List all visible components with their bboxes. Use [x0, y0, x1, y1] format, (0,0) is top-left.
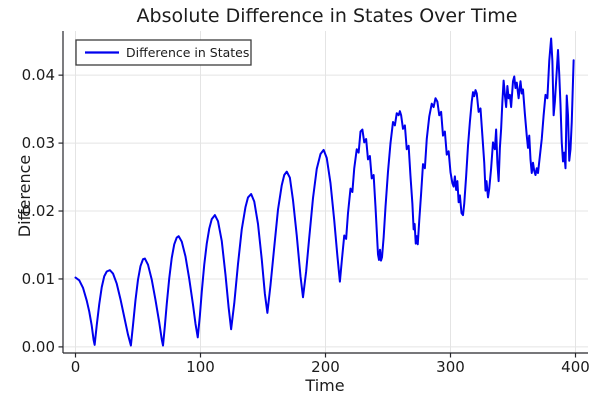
difference-line-series — [74, 37, 575, 347]
legend-entry-label: Difference in States — [126, 45, 249, 60]
gridlines — [63, 31, 588, 353]
x-tick-label: 300 — [436, 358, 465, 376]
y-axis-label: Difference — [15, 155, 34, 237]
axes: 0 100 200 300 400 0.00 0.01 0.02 0.03 0.04 — [22, 31, 590, 376]
x-tick-label: 200 — [311, 358, 340, 376]
x-tick-label: 400 — [561, 358, 590, 376]
legend: Difference in States — [75, 39, 252, 66]
chart-title: Absolute Difference in States Over Time — [137, 5, 518, 27]
y-tick-label: 0.00 — [22, 338, 55, 356]
x-axis-label: Time — [304, 376, 344, 395]
y-tick-label: 0.03 — [22, 134, 55, 152]
difference-line — [74, 37, 575, 347]
x-tick-label: 0 — [71, 358, 81, 376]
x-tick-label: 100 — [186, 358, 215, 376]
y-tick-label: 0.01 — [22, 270, 55, 288]
y-tick-label: 0.02 — [22, 202, 55, 220]
y-tick-label: 0.04 — [22, 66, 55, 84]
